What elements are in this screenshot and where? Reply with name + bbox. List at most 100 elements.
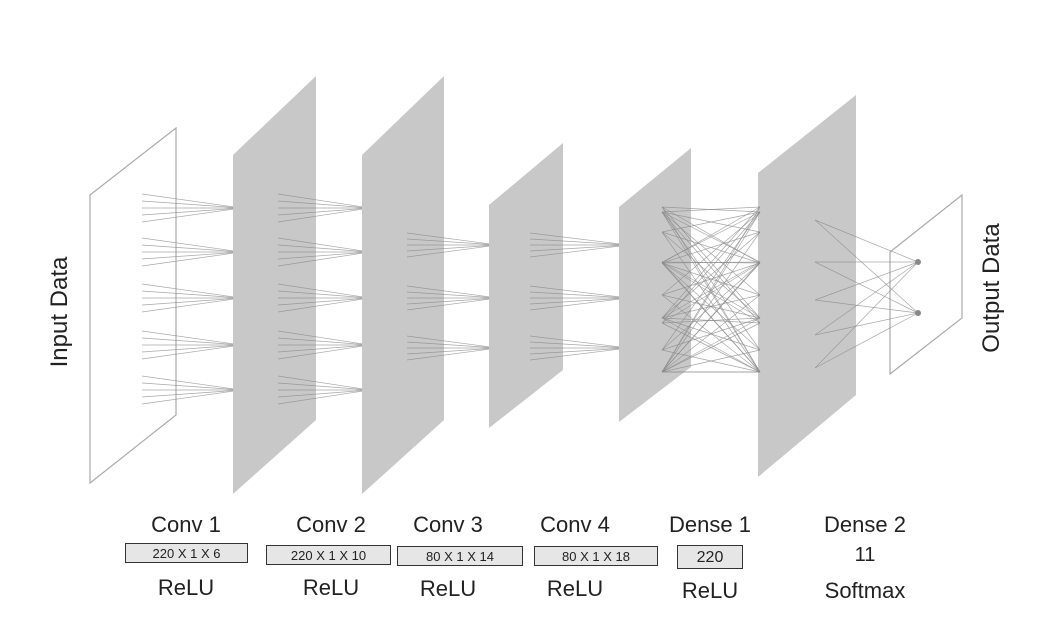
dense1-edge bbox=[661, 317, 761, 351]
conv2-edge bbox=[277, 337, 363, 345]
dense1-edge bbox=[661, 206, 761, 264]
conv2-edge bbox=[277, 193, 363, 208]
conv1-edge bbox=[141, 345, 234, 360]
conv3-edge bbox=[406, 232, 490, 245]
layer-activation-conv2: ReLU bbox=[302, 575, 360, 600]
conv3-edge bbox=[406, 348, 490, 361]
dense1-edge bbox=[661, 211, 761, 324]
conv3-edge bbox=[406, 348, 490, 355]
dense1-edge bbox=[661, 322, 761, 373]
conv3-edge bbox=[406, 285, 490, 298]
conv4-edge bbox=[529, 245, 620, 252]
output-node bbox=[915, 259, 921, 265]
dense1-edge bbox=[661, 206, 761, 373]
dense1-edge bbox=[661, 211, 761, 233]
conv1-plane bbox=[233, 76, 316, 494]
dense2-edge bbox=[814, 219, 919, 263]
dense1-edge bbox=[661, 206, 761, 319]
conv4-edge bbox=[529, 285, 620, 298]
conv1-edge bbox=[141, 252, 234, 267]
connection-edges bbox=[141, 193, 921, 405]
dense1-edge bbox=[661, 317, 761, 373]
conv2-edge bbox=[277, 237, 363, 252]
dense1-edge bbox=[661, 294, 761, 373]
dense1-edge bbox=[661, 231, 761, 264]
output-plane bbox=[889, 193, 963, 376]
conv2-edge bbox=[277, 390, 363, 405]
conv1-edge bbox=[141, 237, 234, 252]
conv2-edge bbox=[277, 200, 363, 208]
dense2-edge bbox=[814, 299, 919, 314]
layer-dims-conv1: 220 X 1 X 6 bbox=[125, 543, 248, 563]
conv2-edge bbox=[277, 382, 363, 390]
conv3-edge bbox=[406, 238, 490, 245]
conv3-plane bbox=[489, 143, 563, 428]
dense1-edge bbox=[661, 211, 761, 296]
layer-name-dense2: Dense 2 bbox=[824, 512, 906, 537]
conv1-edge bbox=[141, 390, 234, 405]
conv4-edge bbox=[529, 232, 620, 245]
conv1-edge bbox=[141, 193, 234, 208]
conv3-edge bbox=[406, 341, 490, 348]
conv3-edge bbox=[406, 291, 490, 298]
conv2-edge bbox=[277, 390, 363, 398]
conv1-edge bbox=[141, 244, 234, 252]
conv1-edge bbox=[141, 298, 234, 313]
conv2-edge bbox=[277, 252, 363, 260]
conv4-edge bbox=[529, 291, 620, 298]
conv2-edge bbox=[277, 345, 363, 360]
conv2-plane bbox=[362, 76, 444, 494]
layer-activation-dense2: Softmax bbox=[824, 578, 906, 603]
dense2-edge bbox=[814, 261, 919, 369]
conv3-edge bbox=[406, 298, 490, 311]
conv2-edge bbox=[277, 345, 363, 353]
conv4-edge bbox=[529, 238, 620, 245]
conv2-edge bbox=[277, 298, 363, 313]
conv1-edge bbox=[141, 200, 234, 208]
layer-dims-conv4: 80 X 1 X 18 bbox=[534, 546, 658, 566]
conv1-edge bbox=[141, 252, 234, 260]
conv1-edge bbox=[141, 330, 234, 345]
conv4-edge bbox=[529, 348, 620, 361]
conv4-edge bbox=[529, 341, 620, 348]
conv3-edge bbox=[406, 298, 490, 305]
dense2-edge bbox=[814, 261, 919, 336]
conv2-edge bbox=[277, 375, 363, 390]
conv4-edge bbox=[529, 298, 620, 305]
conv1-edge bbox=[141, 290, 234, 298]
input-plane bbox=[89, 126, 177, 485]
layer-dims-dense1: 220 bbox=[677, 545, 743, 569]
conv4-edge bbox=[529, 245, 620, 258]
conv4-edge bbox=[529, 335, 620, 348]
layer-name-conv2: Conv 2 bbox=[296, 512, 366, 537]
dense1-edge bbox=[661, 231, 761, 373]
dense2-edge bbox=[814, 219, 919, 314]
conv1-edge bbox=[141, 390, 234, 398]
conv2-edge bbox=[277, 283, 363, 298]
dense1-plane bbox=[758, 95, 856, 477]
layer-dims-conv3: 80 X 1 X 14 bbox=[397, 546, 523, 566]
dense1-edge bbox=[661, 231, 761, 319]
dense2-edge bbox=[814, 261, 919, 301]
conv2-edge bbox=[277, 208, 363, 216]
layer-activation-dense1: ReLU bbox=[681, 578, 739, 603]
conv2-edge bbox=[277, 330, 363, 345]
conv1-edge bbox=[141, 345, 234, 353]
dense2-edge bbox=[814, 312, 919, 336]
dense1-edge bbox=[661, 206, 761, 213]
conv4-edge bbox=[529, 348, 620, 355]
layer-name-dense1: Dense 1 bbox=[669, 512, 751, 537]
layer-dims-dense2: 11 bbox=[854, 544, 876, 566]
layer-name-conv4: Conv 4 bbox=[540, 512, 610, 537]
conv1-edge bbox=[141, 375, 234, 390]
layer-activation-conv1: ReLU bbox=[157, 575, 215, 600]
conv2-edge bbox=[277, 298, 363, 306]
layer-dims-conv2: 220 X 1 X 10 bbox=[266, 545, 391, 565]
dense1-edge bbox=[661, 294, 761, 319]
conv3-edge bbox=[406, 245, 490, 258]
conv4-plane bbox=[619, 148, 691, 422]
dense1-edge bbox=[661, 211, 761, 263]
dense1-edge bbox=[661, 261, 761, 373]
